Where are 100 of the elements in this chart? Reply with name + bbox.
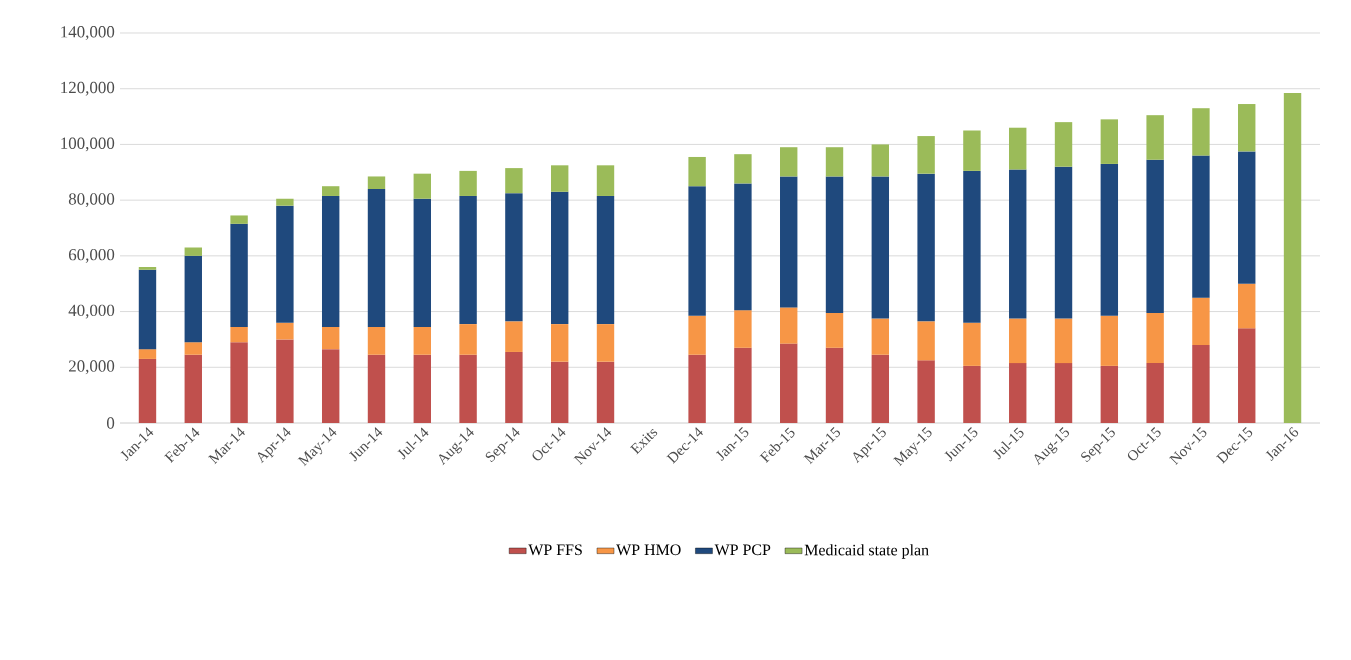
bar <box>505 168 523 194</box>
bar <box>871 354 890 423</box>
bar <box>230 215 248 224</box>
bar <box>276 339 294 423</box>
bar <box>459 195 477 325</box>
bar <box>596 195 615 325</box>
bar <box>734 310 752 348</box>
bar <box>780 147 798 177</box>
bar <box>230 342 248 423</box>
bar <box>825 312 844 348</box>
bar <box>1192 297 1210 345</box>
bar <box>459 354 477 423</box>
bar <box>138 267 157 270</box>
bar <box>780 307 798 344</box>
bar <box>505 351 523 423</box>
bar <box>321 349 340 423</box>
bar <box>1146 159 1164 313</box>
bar <box>688 186 706 316</box>
bar <box>413 198 431 327</box>
bar <box>551 191 569 325</box>
bar <box>1238 104 1256 152</box>
bar <box>688 354 706 423</box>
bar <box>734 154 752 184</box>
bar <box>688 156 706 187</box>
bar <box>780 176 798 308</box>
y-tick-label: 80,000 <box>68 193 115 208</box>
legend-label: WP PCP <box>714 544 771 556</box>
bar <box>963 130 981 171</box>
y-tick-label: 60,000 <box>68 248 115 263</box>
bar <box>917 360 935 423</box>
bar <box>321 186 340 196</box>
bar <box>138 269 157 350</box>
bar <box>780 343 798 423</box>
bar <box>138 358 157 423</box>
bar <box>230 326 248 343</box>
bar <box>1009 127 1027 170</box>
bar <box>871 144 890 177</box>
y-tick-label: 100,000 <box>61 137 115 152</box>
bar <box>1100 163 1119 316</box>
bar <box>505 193 523 322</box>
bar <box>551 165 569 192</box>
x-tick-label: Exits <box>629 429 658 455</box>
bar <box>184 342 202 355</box>
bar <box>184 247 202 256</box>
bar <box>1100 365 1119 423</box>
bar <box>1192 345 1210 423</box>
bar <box>688 315 706 355</box>
bar <box>1009 169 1027 319</box>
bar <box>917 136 935 174</box>
bar <box>1238 151 1256 284</box>
bar <box>1146 312 1164 364</box>
bar <box>138 349 157 359</box>
y-tick-label: 140,000 <box>61 26 115 40</box>
bar <box>1054 318 1073 364</box>
bar <box>505 321 523 352</box>
bar <box>1238 283 1256 329</box>
bar <box>184 354 202 423</box>
bar <box>367 176 386 189</box>
bar <box>276 205 294 323</box>
bar <box>963 322 981 366</box>
bar <box>1238 328 1256 423</box>
bar <box>459 170 477 196</box>
bar <box>1146 115 1164 160</box>
bar <box>1009 363 1027 423</box>
bar <box>871 176 890 319</box>
bar <box>825 147 844 177</box>
bar <box>596 361 615 423</box>
y-tick-label: 20,000 <box>68 360 115 375</box>
bar <box>825 176 844 313</box>
bar <box>459 324 477 355</box>
bar <box>1054 122 1073 167</box>
bar <box>1054 363 1073 423</box>
bar <box>413 354 431 423</box>
bar <box>551 324 569 362</box>
bar <box>1192 155 1210 298</box>
bar <box>1146 363 1164 423</box>
bar <box>917 321 935 361</box>
bar <box>1100 119 1119 164</box>
bar <box>963 365 981 423</box>
bar <box>1192 108 1210 156</box>
legend-label: WP HMO <box>616 544 681 556</box>
bar <box>276 198 294 206</box>
bar <box>321 326 340 350</box>
bar <box>596 165 615 196</box>
bar <box>367 189 386 327</box>
bar <box>276 322 294 340</box>
bar <box>367 326 386 355</box>
legend-label: WP FFS <box>528 544 582 556</box>
bar <box>184 255 202 343</box>
bar <box>963 170 981 323</box>
bar <box>1283 92 1302 423</box>
y-tick-label: 0 <box>106 417 115 429</box>
bar <box>871 318 890 355</box>
bar <box>825 347 844 423</box>
legend-label: Medicaid state plan <box>804 544 929 559</box>
bar <box>734 183 752 311</box>
bar <box>596 324 615 362</box>
bar <box>734 347 752 423</box>
bar <box>413 326 431 355</box>
bar <box>1009 318 1027 364</box>
